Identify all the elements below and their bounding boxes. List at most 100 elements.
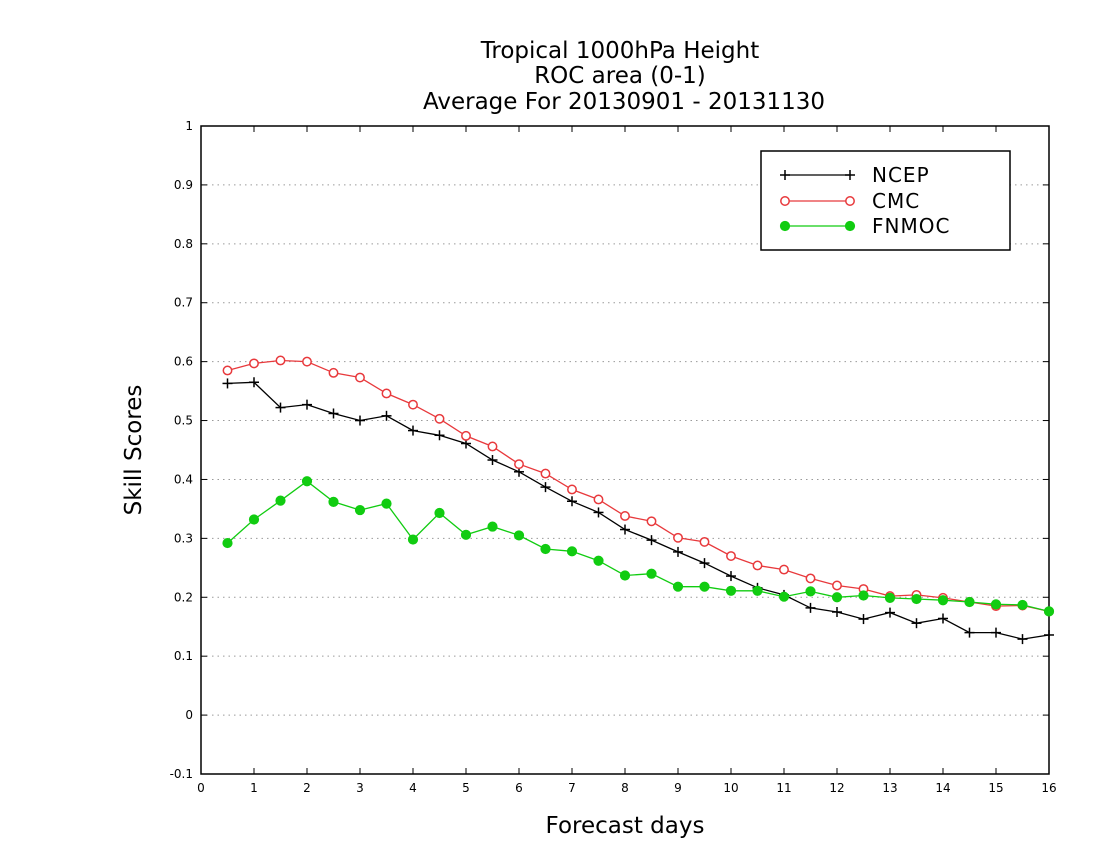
x-tick-label: 5: [462, 781, 470, 795]
cmc-point: [593, 494, 604, 505]
cmc-point: [461, 430, 471, 441]
fnmoc-point: [540, 543, 551, 555]
cmc-point: [408, 399, 418, 410]
ncep-point: [805, 602, 816, 613]
y-tick-label: 0.1: [174, 649, 193, 663]
legend-marker: [780, 170, 790, 180]
cmc-point: [673, 532, 683, 543]
ncep-point: [938, 613, 948, 624]
fnmoc-point: [1043, 606, 1055, 617]
ncep-point: [1044, 629, 1054, 640]
ncep-point: [620, 524, 630, 535]
cmc-point: [726, 551, 736, 561]
ncep-point: [991, 627, 1001, 638]
fnmoc-point: [222, 537, 233, 549]
legend-item-cmc: CMC: [780, 189, 919, 213]
ncep-point: [1017, 634, 1028, 645]
ncep-point: [222, 378, 233, 389]
legend-label-fnmoc: FNMOC: [872, 214, 950, 238]
fnmoc-point: [725, 585, 737, 596]
cmc-point: [540, 468, 551, 479]
ncep-line: [227, 381, 1050, 640]
cmc-point: [646, 516, 657, 527]
x-tick-label: 8: [621, 781, 629, 795]
legend-item-ncep: NCEP: [780, 163, 930, 187]
title-line-2: ROC area (0-1): [534, 63, 706, 89]
cmc-point: [620, 511, 630, 521]
ncep-point: [434, 430, 445, 441]
fnmoc-point: [884, 592, 896, 603]
x-tick-label: 14: [935, 781, 950, 795]
ncep-point: [673, 546, 683, 557]
series-ncep: [222, 377, 1054, 645]
fnmoc-point: [301, 476, 313, 487]
legend-marker: [779, 220, 791, 232]
fnmoc-point: [964, 596, 975, 608]
cmc-point: [487, 441, 498, 452]
ncep-point: [275, 402, 286, 413]
ncep-point: [646, 535, 657, 546]
axis-ticks: -0.100.10.20.30.40.50.60.70.80.910 1 2 3 4 5 6…: [170, 119, 1057, 795]
title-line-3: Average For 20130901 - 20131130: [423, 89, 825, 115]
ncep-point: [567, 496, 577, 507]
ncep-point: [249, 377, 259, 388]
cmc-point: [302, 356, 312, 367]
fnmoc-point: [328, 496, 339, 507]
fnmoc-point: [778, 591, 790, 602]
ncep-point: [726, 571, 736, 582]
grid-lines: [201, 184, 1049, 716]
ncep-point: [593, 507, 604, 518]
x-tick-label: 11: [776, 781, 791, 795]
fnmoc-point: [752, 585, 763, 596]
legend-marker: [845, 170, 855, 180]
legend-label-ncep: NCEP: [872, 163, 930, 187]
series-cmc: [222, 355, 1054, 617]
fnmoc-point: [487, 521, 498, 532]
series-lines: [222, 355, 1055, 645]
cmc-point: [355, 372, 365, 383]
ncep-point: [699, 558, 710, 569]
cmc-point: [222, 365, 233, 376]
x-tick-label: 13: [882, 781, 897, 795]
y-tick-label: -0.1: [170, 767, 193, 781]
y-tick-label: 0.2: [174, 590, 193, 604]
y-tick-label: 1: [185, 119, 193, 133]
fnmoc-point: [381, 498, 392, 509]
x-tick-label: 4: [409, 781, 417, 795]
fnmoc-point: [619, 570, 631, 581]
fnmoc-point: [858, 590, 869, 601]
title-line-1: Tropical 1000hPa Height: [480, 38, 760, 64]
legend-item-fnmoc: FNMOC: [779, 214, 950, 238]
ncep-point: [964, 627, 975, 638]
ncep-point: [381, 410, 392, 421]
fnmoc-point: [513, 530, 525, 541]
x-tick-label: 0: [197, 781, 205, 795]
ncep-point: [355, 415, 365, 426]
y-tick-label: 0.9: [174, 178, 193, 192]
cmc-point: [752, 560, 763, 571]
fnmoc-point: [407, 534, 419, 545]
x-tick-label: 6: [515, 781, 523, 795]
fnmoc-point: [354, 504, 366, 516]
fnmoc-point: [937, 595, 949, 606]
chart-title: Tropical 1000hPa Height ROC area (0-1) A…: [423, 38, 825, 115]
x-tick-label: 15: [988, 781, 1003, 795]
x-tick-label: 12: [829, 781, 844, 795]
fnmoc-point: [672, 581, 684, 592]
x-tick-label: 2: [303, 781, 311, 795]
x-tick-label: 10: [723, 781, 738, 795]
y-tick-label: 0.7: [174, 296, 193, 310]
legend-marker: [780, 196, 790, 206]
fnmoc-point: [434, 507, 445, 519]
cmc-point: [328, 367, 339, 378]
ncep-point: [302, 399, 312, 410]
fnmoc-point: [699, 581, 710, 592]
fnmoc-point: [990, 599, 1002, 610]
x-tick-label: 3: [356, 781, 364, 795]
ncep-point: [858, 614, 869, 625]
y-tick-label: 0.6: [174, 355, 193, 369]
cmc-point: [805, 573, 816, 584]
fnmoc-point: [1017, 599, 1028, 611]
fnmoc-point: [275, 495, 286, 506]
ncep-point: [911, 618, 922, 629]
